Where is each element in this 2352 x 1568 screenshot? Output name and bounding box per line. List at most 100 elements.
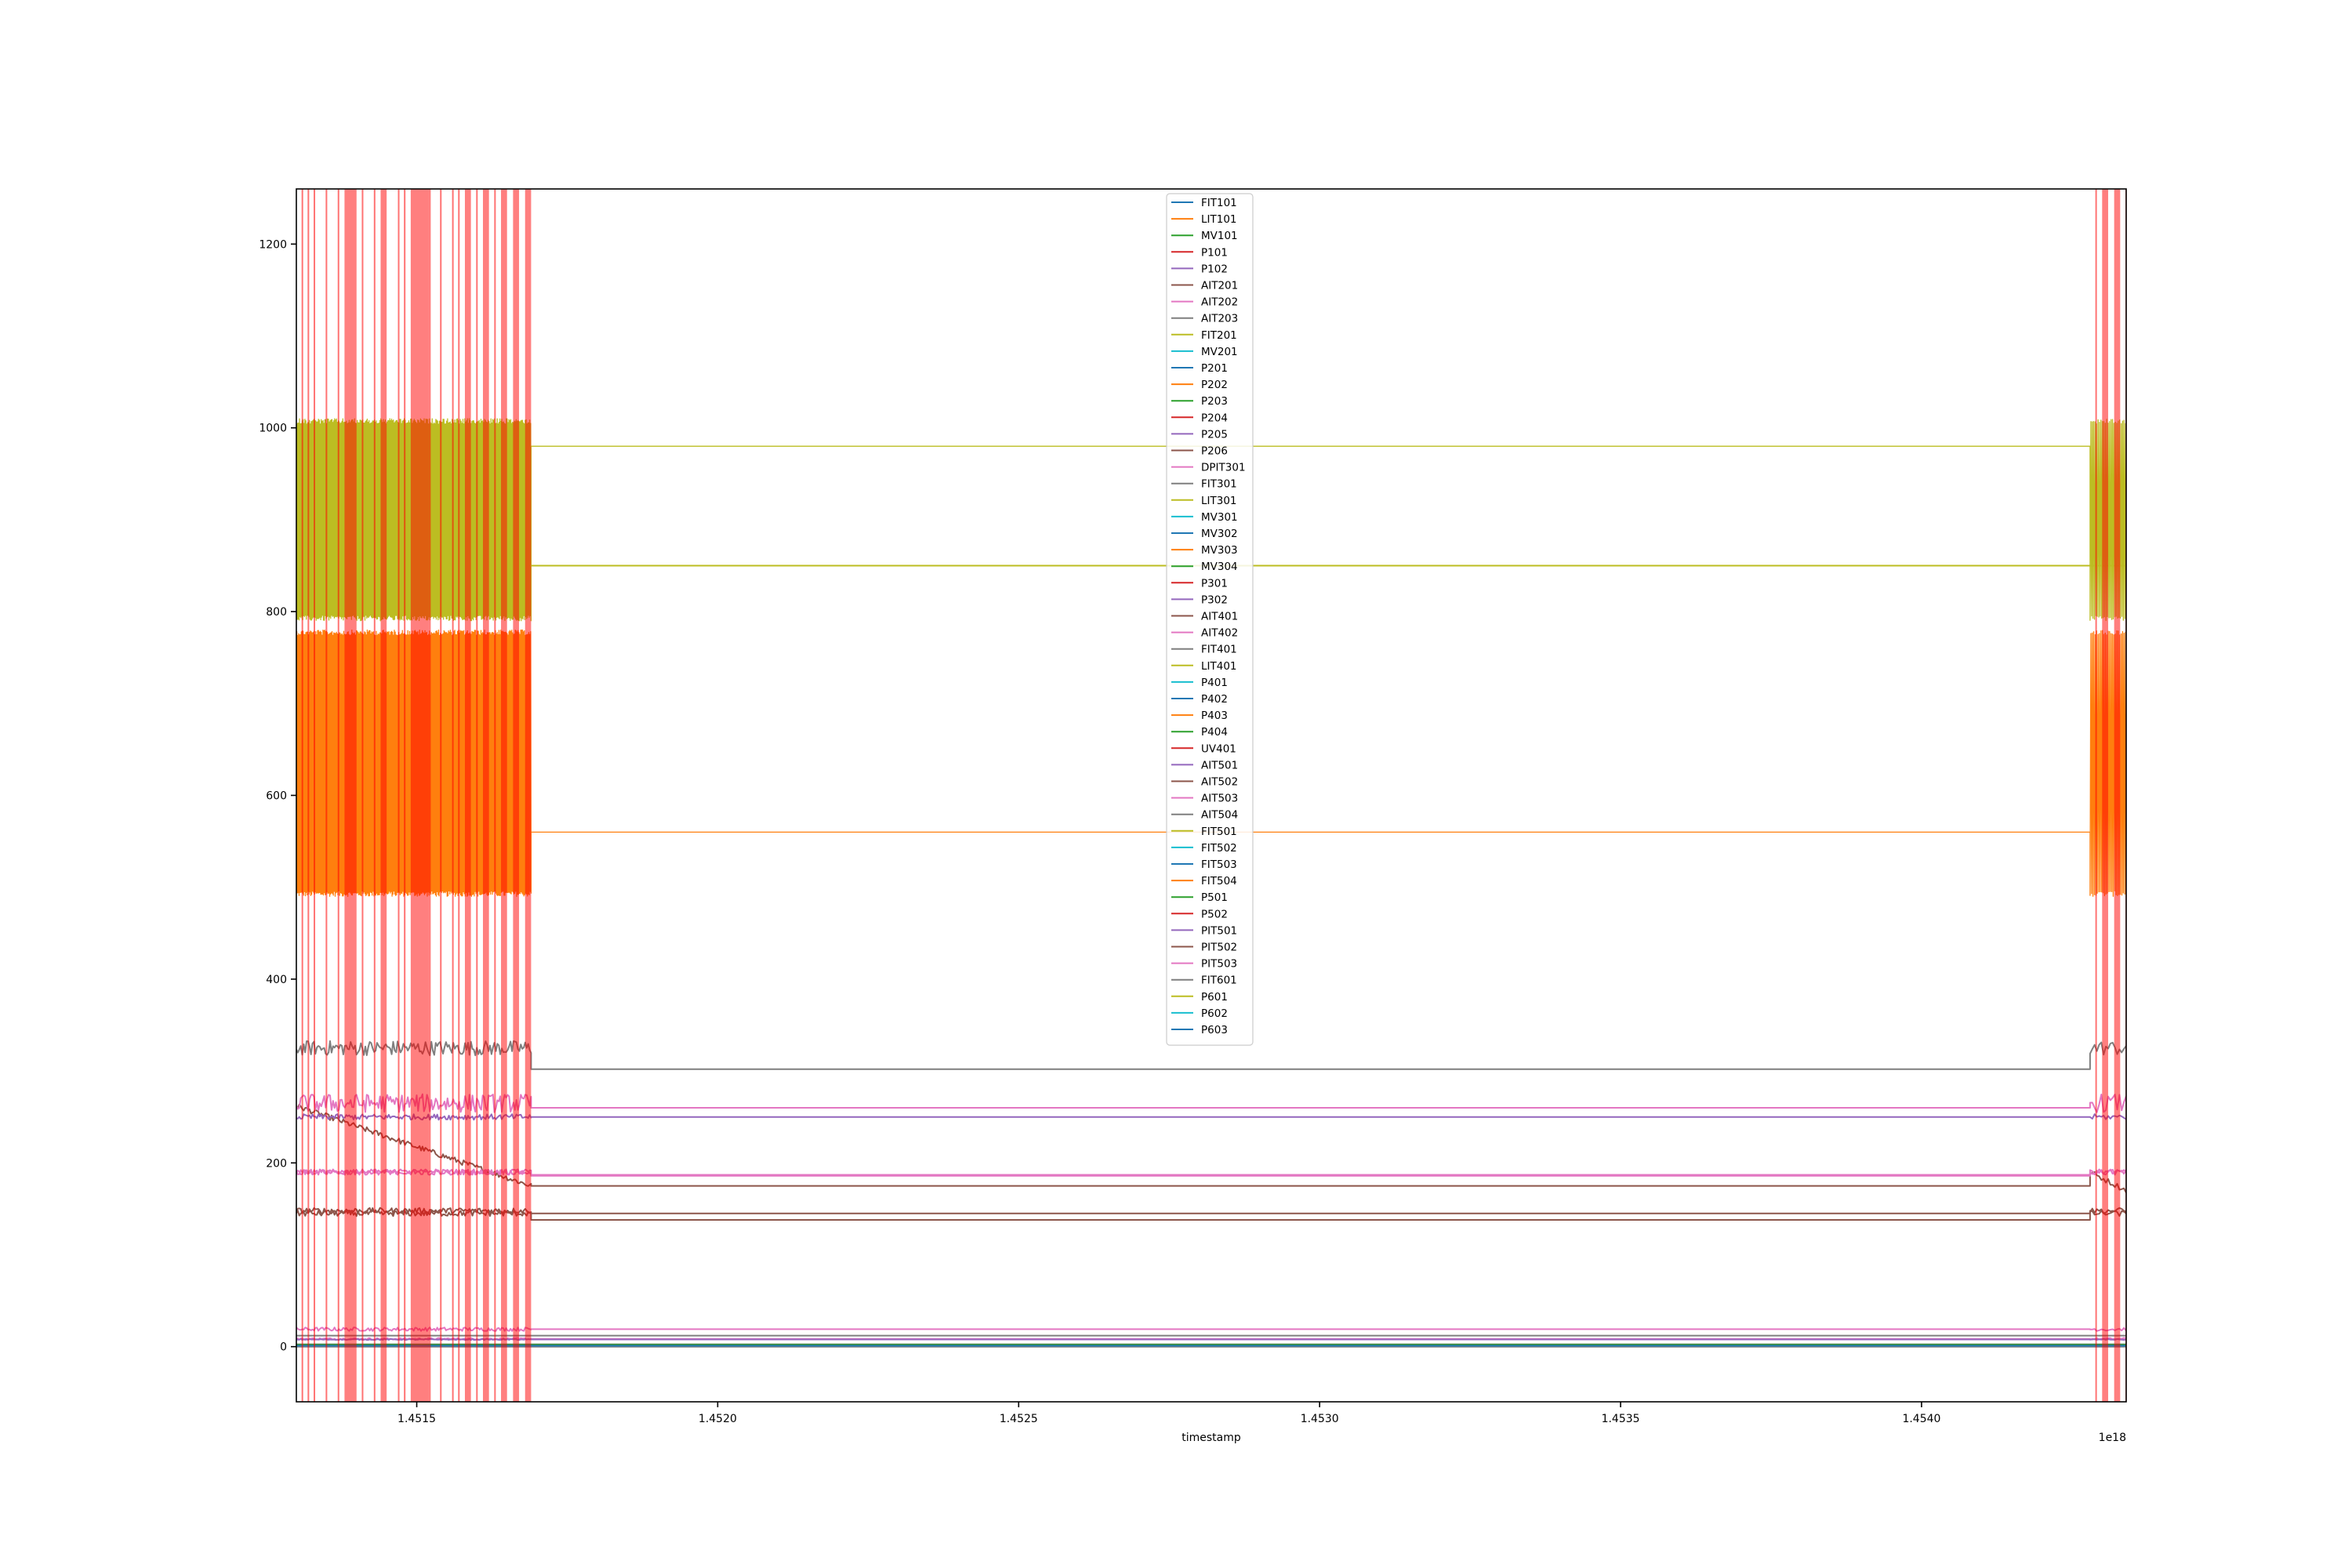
legend-entry: FIT501 bbox=[1171, 826, 1237, 838]
legend-entry: DPIT301 bbox=[1171, 462, 1246, 474]
legend-entry: P603 bbox=[1171, 1024, 1228, 1036]
legend-entry: LIT401 bbox=[1171, 660, 1237, 673]
legend-entry: AIT202 bbox=[1171, 296, 1238, 309]
legend-label: UV401 bbox=[1201, 742, 1236, 755]
legend-entry: PIT502 bbox=[1171, 942, 1237, 954]
legend-label: MV302 bbox=[1201, 528, 1238, 540]
legend-entry: LIT101 bbox=[1171, 213, 1237, 226]
legend-entry: P204 bbox=[1171, 412, 1228, 424]
series-line-ait501 bbox=[296, 1338, 2126, 1341]
legend-entry: P402 bbox=[1171, 693, 1228, 706]
x-axis: 1.4515 1.4520 1.4525 1.4530 1.4535 1.4540 bbox=[397, 1402, 1940, 1425]
legend-label: MV304 bbox=[1201, 561, 1238, 573]
legend-entry: FIT201 bbox=[1171, 329, 1237, 342]
anomaly-span bbox=[344, 189, 357, 1402]
x-tick-label: 1.4530 bbox=[1301, 1413, 1339, 1425]
legend-entry: MV304 bbox=[1171, 561, 1238, 573]
legend-entry: P101 bbox=[1171, 246, 1228, 259]
legend-label: P402 bbox=[1201, 693, 1228, 706]
legend-label: P602 bbox=[1201, 1007, 1228, 1020]
series-line-pit501 bbox=[296, 1113, 2126, 1121]
legend-label: AIT504 bbox=[1201, 809, 1238, 822]
legend-label: LIT101 bbox=[1201, 213, 1237, 226]
x-axis-label: timestamp bbox=[1181, 1432, 1241, 1444]
legend-entry: P201 bbox=[1171, 362, 1228, 375]
anomaly-span bbox=[513, 189, 520, 1402]
legend-label: FIT504 bbox=[1201, 875, 1237, 887]
legend-entry: AIT502 bbox=[1171, 776, 1238, 789]
legend-entry: P206 bbox=[1171, 445, 1228, 458]
legend-entry: LIT301 bbox=[1171, 495, 1237, 507]
legend-label: AIT202 bbox=[1201, 296, 1238, 309]
legend-entry: P301 bbox=[1171, 577, 1228, 590]
legend-entry: FIT504 bbox=[1171, 875, 1237, 887]
legend-entry: AIT501 bbox=[1171, 759, 1238, 771]
legend-entry: AIT504 bbox=[1171, 809, 1238, 822]
legend-label: LIT301 bbox=[1201, 495, 1237, 507]
legend-entry: P302 bbox=[1171, 593, 1228, 606]
legend-label: AIT203 bbox=[1201, 313, 1238, 325]
anomaly-span bbox=[501, 189, 507, 1402]
y-tick-label: 1200 bbox=[259, 238, 287, 251]
legend-label: P404 bbox=[1201, 726, 1228, 739]
plot-area bbox=[296, 189, 2126, 1402]
legend-entry: P202 bbox=[1171, 379, 1228, 391]
legend-entry: AIT402 bbox=[1171, 627, 1238, 640]
y-tick-label: 200 bbox=[266, 1157, 287, 1170]
series-line-dpit301 bbox=[296, 1327, 2126, 1332]
legend-label: MV201 bbox=[1201, 346, 1238, 358]
legend-entry: MV101 bbox=[1171, 230, 1238, 242]
legend-label: AIT501 bbox=[1201, 759, 1238, 771]
legend-entry: FIT301 bbox=[1171, 478, 1237, 491]
y-axis: 0 200 400 600 800 1000 1200 bbox=[259, 238, 296, 1354]
legend-label: MV101 bbox=[1201, 230, 1238, 242]
legend-entry: PIT501 bbox=[1171, 924, 1237, 937]
legend-entry: FIT601 bbox=[1171, 975, 1237, 987]
legend-label: FIT501 bbox=[1201, 826, 1237, 838]
legend-entry: P205 bbox=[1171, 428, 1228, 441]
legend-entry: P404 bbox=[1171, 726, 1228, 739]
legend-entry: P203 bbox=[1171, 395, 1228, 408]
legend-label: P601 bbox=[1201, 991, 1228, 1004]
legend-label: P102 bbox=[1201, 263, 1228, 275]
legend-entry: PIT503 bbox=[1171, 958, 1237, 971]
legend-box bbox=[1166, 193, 1254, 1046]
legend-label: MV301 bbox=[1201, 511, 1238, 524]
legend-entry: MV201 bbox=[1171, 346, 1238, 358]
legend-entry: P602 bbox=[1171, 1007, 1228, 1020]
legend-entry: P501 bbox=[1171, 891, 1228, 904]
legend-label: P101 bbox=[1201, 246, 1228, 259]
legend-label: LIT401 bbox=[1201, 660, 1237, 673]
legend-label: P201 bbox=[1201, 362, 1228, 375]
legend-label: FIT101 bbox=[1201, 197, 1237, 209]
legend-label: DPIT301 bbox=[1201, 462, 1246, 474]
legend-entry: P401 bbox=[1171, 677, 1228, 689]
anomaly-span bbox=[2102, 189, 2108, 1402]
legend-label: P203 bbox=[1201, 395, 1228, 408]
anomaly-span bbox=[464, 189, 471, 1402]
legend-label: FIT601 bbox=[1201, 975, 1237, 987]
legend-entry: FIT503 bbox=[1171, 858, 1237, 871]
anomaly-span bbox=[2114, 189, 2121, 1402]
series-line-ait201 bbox=[296, 1103, 2126, 1193]
x-tick-label: 1.4525 bbox=[1000, 1413, 1038, 1425]
legend-label: FIT201 bbox=[1201, 329, 1237, 342]
y-tick-label: 0 bbox=[280, 1341, 287, 1354]
legend-label: P206 bbox=[1201, 445, 1228, 458]
legend-entry: AIT503 bbox=[1171, 793, 1238, 805]
legend-entry: AIT401 bbox=[1171, 611, 1238, 623]
legend-label: AIT401 bbox=[1201, 611, 1238, 623]
y-tick-label: 1000 bbox=[259, 423, 287, 435]
series-line-pit503 bbox=[296, 1168, 2126, 1176]
legend-label: P204 bbox=[1201, 412, 1228, 424]
legend-entry: MV301 bbox=[1171, 511, 1238, 524]
legend-label: P603 bbox=[1201, 1024, 1228, 1036]
anomaly-span bbox=[380, 189, 387, 1402]
legend-label: P502 bbox=[1201, 908, 1228, 920]
x-tick-label: 1.4515 bbox=[397, 1413, 436, 1425]
x-tick-label: 1.4540 bbox=[1902, 1413, 1940, 1425]
y-tick-label: 800 bbox=[266, 606, 287, 619]
legend-entry: FIT101 bbox=[1171, 197, 1237, 209]
anomaly-span bbox=[428, 189, 431, 1402]
legend-entry: MV303 bbox=[1171, 544, 1238, 557]
